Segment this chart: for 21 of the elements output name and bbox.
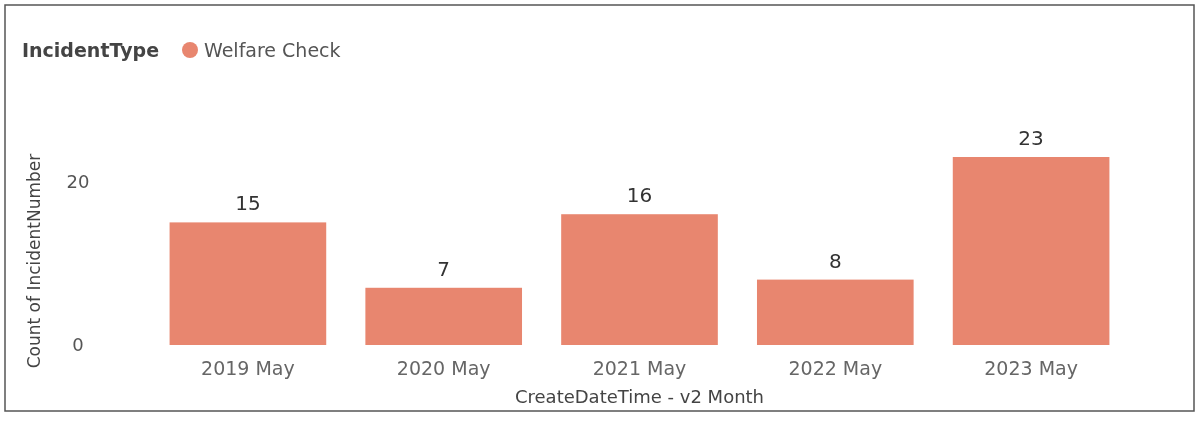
x-tick-label: 2020 May (396, 357, 491, 379)
data-label: 23 (1018, 126, 1044, 150)
legend-title: IncidentType (22, 38, 160, 61)
bar (365, 287, 523, 345)
legend-label: Welfare Check (204, 38, 341, 61)
bar (952, 157, 1110, 345)
x-tick-label: 2023 May (984, 357, 1078, 379)
bar (169, 222, 327, 345)
data-label: 16 (626, 183, 653, 208)
data-label: 15 (235, 191, 261, 216)
bar (561, 214, 718, 345)
x-axis-title: CreateDateTime - v2 Month (514, 386, 765, 407)
y-tick-label: 0 (72, 334, 84, 356)
bar (756, 279, 914, 345)
x-tick-label: 2022 May (788, 357, 883, 379)
y-tick-label: 20 (66, 170, 90, 192)
x-tick-label: 2019 May (201, 357, 295, 379)
y-axis-title: Count of IncidentNumber (24, 153, 44, 369)
x-tick-label: 2021 May (592, 357, 687, 379)
data-label: 7 (437, 256, 451, 281)
data-label: 8 (828, 248, 842, 273)
